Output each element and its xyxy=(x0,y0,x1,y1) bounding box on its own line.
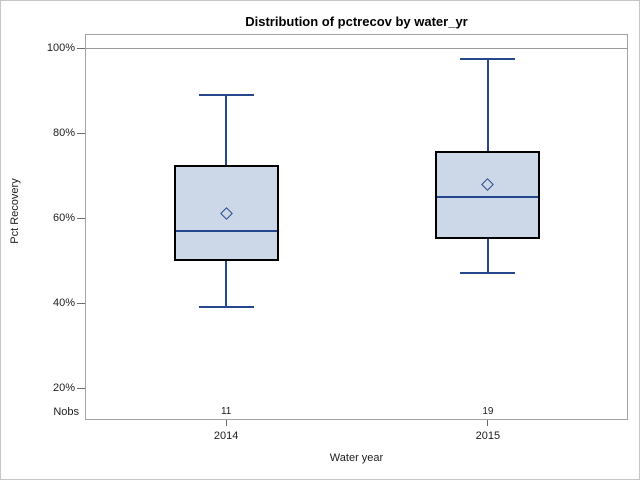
x-axis-label: Water year xyxy=(329,452,384,464)
y-tick-mark xyxy=(77,218,85,220)
whisker-cap-min xyxy=(460,272,516,275)
box-body-2014 xyxy=(173,164,279,261)
y-tick-mark xyxy=(77,48,85,50)
chart-title: Distribution of pctrecov by water_yr xyxy=(245,14,468,29)
y-tick-label: 20% xyxy=(52,382,75,395)
y-tick-label: 40% xyxy=(52,297,75,310)
y-tick-label: 80% xyxy=(52,127,75,140)
whisker-cap-min xyxy=(198,306,254,309)
x-tick-mark xyxy=(225,420,227,426)
box-body-2015 xyxy=(435,150,541,240)
nobs-row-label: Nobs xyxy=(53,406,79,418)
whisker-upper-line xyxy=(486,58,489,151)
x-tick-label-2015: 2015 xyxy=(475,430,501,442)
x-tick-label-2014: 2014 xyxy=(213,430,239,442)
plot-wall xyxy=(85,34,628,420)
median-line xyxy=(175,229,277,232)
y-tick-mark xyxy=(77,133,85,135)
whisker-cap-max xyxy=(198,93,254,96)
y-tick-mark xyxy=(77,303,85,305)
nobs-value-2015: 19 xyxy=(482,406,494,417)
x-tick-mark xyxy=(487,420,489,426)
whisker-lower-line xyxy=(486,239,489,274)
y-axis-label: Pct Recovery xyxy=(9,178,21,244)
y-tick-label: 100% xyxy=(46,42,75,55)
median-line xyxy=(437,195,539,198)
nobs-value-2014: 11 xyxy=(220,406,232,417)
whisker-lower-line xyxy=(225,260,228,308)
refline-100 xyxy=(86,48,627,49)
whisker-cap-max xyxy=(460,57,516,60)
y-tick-mark xyxy=(77,388,85,390)
whisker-upper-line xyxy=(225,94,228,165)
y-tick-label: 60% xyxy=(52,212,75,225)
